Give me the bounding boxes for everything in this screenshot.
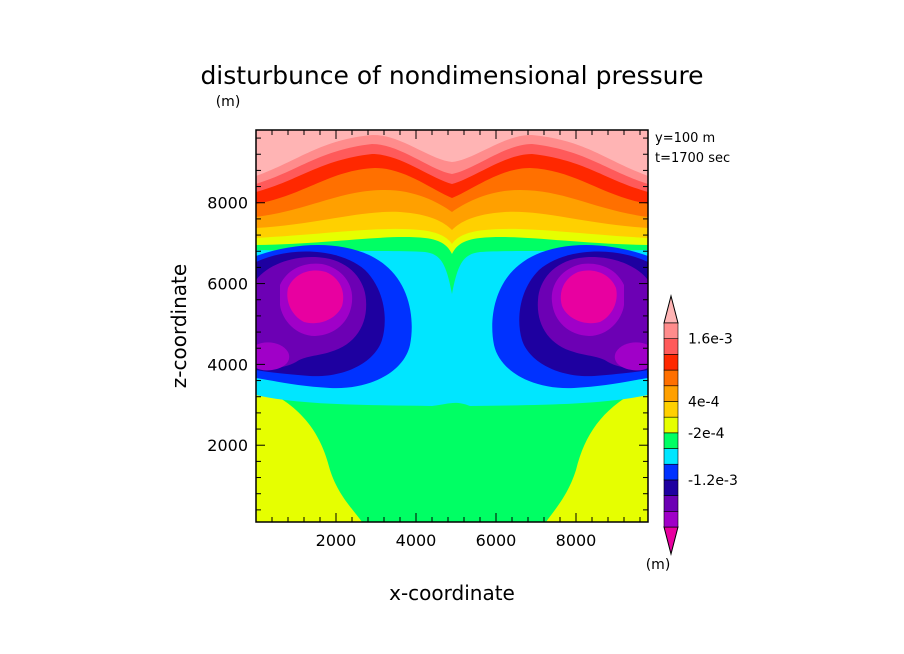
x-tick-label: 6000 <box>476 531 517 550</box>
colorbar-swatch <box>663 401 679 418</box>
colorbar-swatch <box>663 385 679 402</box>
colorbar-label: -2e-4 <box>688 426 725 442</box>
colorbar-swatch <box>663 322 679 339</box>
contour-level-0-left-lobe <box>256 342 290 371</box>
colorbar-swatch <box>663 338 679 355</box>
contour-level-0-right-lobe <box>614 342 648 371</box>
right-vortex <box>492 244 648 389</box>
colorbar-unit-label: (m) <box>646 557 671 573</box>
x-tick-label: 2000 <box>316 531 357 550</box>
colorbar-swatch <box>663 354 679 371</box>
colorbar-label: 4e-4 <box>688 394 720 410</box>
colorbar-max-triangle <box>663 294 679 324</box>
x-axis-label: x-coordinate <box>389 581 515 605</box>
chart-title: disturbunce of nondimensional pressure <box>200 61 703 90</box>
colorbar-label: -1.2e-3 <box>688 473 738 489</box>
y-tick-label: 2000 <box>207 436 248 455</box>
annotation-t: t=1700 sec <box>655 151 730 166</box>
y-tick-label: 4000 <box>207 355 248 374</box>
colorbar-swatch <box>663 432 679 449</box>
axes: 2000 4000 6000 8000 2000 4000 6000 8000 <box>207 130 648 550</box>
left-vortex <box>256 244 412 389</box>
colorbar-swatch <box>663 479 679 496</box>
colorbar-min-triangle <box>663 526 679 556</box>
colorbar-swatch <box>663 369 679 387</box>
y-axis-label: z-coordinate <box>167 264 191 388</box>
y-unit-label: (m) <box>216 94 241 110</box>
contour-level-0-left <box>287 270 344 324</box>
annotation-y: y=100 m <box>655 131 715 146</box>
colorbar-label: 1.6e-3 <box>688 332 733 348</box>
colorbar-swatch <box>663 495 679 512</box>
contour-level-0-right <box>560 270 617 324</box>
y-tick-label: 8000 <box>207 194 248 213</box>
x-tick-label: 4000 <box>396 531 437 550</box>
colorbar: 1.6e-3 4e-4 -2e-4 -1.2e-3 <box>663 294 738 556</box>
colorbar-swatch <box>663 416 679 434</box>
x-tick-label: 8000 <box>556 531 597 550</box>
colorbar-swatch <box>663 463 679 481</box>
y-tick-label: 6000 <box>207 275 248 294</box>
colorbar-swatch <box>663 448 679 465</box>
contour-plot <box>256 130 648 522</box>
colorbar-swatch <box>663 511 679 528</box>
plot-frame <box>255 129 649 523</box>
